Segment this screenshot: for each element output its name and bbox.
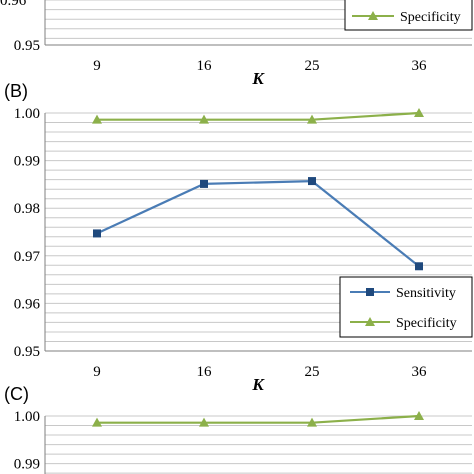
data-point xyxy=(415,262,423,271)
y-tick-label: 0.98 xyxy=(14,201,40,217)
data-point xyxy=(199,417,209,427)
data-point xyxy=(365,317,375,326)
y-tick-label: 1.00 xyxy=(14,106,40,122)
panel-c: (C) 1.00 0.99 xyxy=(4,384,472,474)
data-point xyxy=(414,108,424,117)
y-tick-label: 0.99 xyxy=(14,154,40,170)
data-point xyxy=(92,114,102,124)
data-point xyxy=(368,11,378,20)
series-line xyxy=(97,111,420,121)
y-tick-label: 0.95 xyxy=(14,344,40,360)
y-tick-label: 0.99 xyxy=(14,457,40,473)
y-tick-label-cropped: 0.96 xyxy=(0,0,27,9)
x-tick-label: 9 xyxy=(93,364,101,380)
x-tick-label: 36 xyxy=(412,58,428,74)
x-tick-label: 25 xyxy=(305,58,320,74)
legend-label: Specificity xyxy=(400,10,461,25)
panel-b: (B) 1.00 0.99 0.98 0.97 0.96 0.95 9 16 25 36 K Sensi… xyxy=(4,81,473,394)
x-tick-label: 16 xyxy=(197,364,213,380)
legend-label: Specificity xyxy=(396,316,457,331)
data-point xyxy=(200,179,208,188)
data-point xyxy=(307,417,317,427)
legend: Specificity xyxy=(344,0,473,31)
series-specificity xyxy=(92,411,424,427)
x-tick-label: 9 xyxy=(93,58,101,74)
y-tick-label: 0.96 xyxy=(14,296,41,312)
data-point xyxy=(366,288,374,296)
data-point xyxy=(199,114,209,124)
series-sensitivity xyxy=(93,177,423,271)
data-point xyxy=(92,417,102,427)
x-tick-label: 16 xyxy=(197,58,213,74)
legend-label: Sensitivity xyxy=(396,286,456,301)
legend: Sensitivity Specificity xyxy=(339,276,473,338)
series-specificity xyxy=(92,108,424,124)
y-tick-label: 0.95 xyxy=(14,38,40,54)
data-point xyxy=(414,411,424,420)
y-tick-label: 0.97 xyxy=(14,249,41,265)
data-point xyxy=(308,177,316,186)
data-point xyxy=(93,229,101,238)
data-point xyxy=(307,114,317,124)
x-tick-label: 25 xyxy=(305,364,320,380)
series-line xyxy=(96,179,420,268)
panel-label: (B) xyxy=(4,81,28,101)
x-axis-label: K xyxy=(251,375,265,394)
panel-label: (C) xyxy=(4,384,29,404)
x-axis-label: K xyxy=(251,69,265,88)
y-tick-label: 1.00 xyxy=(14,409,40,425)
panel-a: 0.95 0.96 9 16 25 36 K Specificity xyxy=(0,0,473,88)
x-tick-label: 36 xyxy=(412,364,428,380)
series-line xyxy=(97,414,420,424)
